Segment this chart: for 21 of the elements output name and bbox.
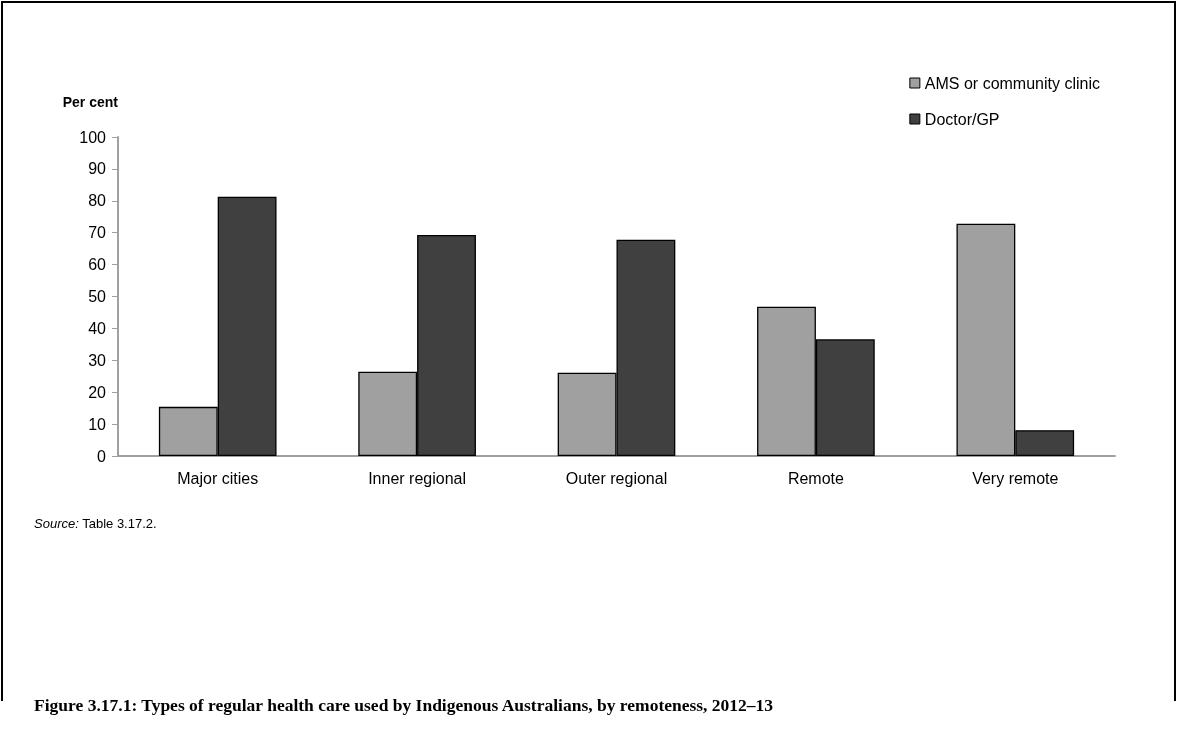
legend-label: Doctor/GP xyxy=(924,110,1000,128)
y-tick-label: 10 xyxy=(88,415,107,433)
x-tick-label: Remote xyxy=(787,469,845,487)
y-tick-label: 90 xyxy=(88,160,107,178)
y-axis-title: Per cent xyxy=(62,94,119,110)
y-tick-label: 80 xyxy=(88,192,107,210)
x-tick-label: Major cities xyxy=(177,469,259,487)
y-tick-label: 0 xyxy=(97,447,107,465)
y-tick-label: 20 xyxy=(88,383,107,401)
x-tick-label: Very remote xyxy=(972,469,1059,487)
y-tick-label: 70 xyxy=(88,224,107,242)
y-tick-label: 50 xyxy=(88,288,107,305)
legend-label: AMS or community clinic xyxy=(924,74,1101,92)
text: Figure 3.17.1: Types of regular health care used by Indigenous Australians, by remoteness, 2012–13 xyxy=(34,694,775,717)
x-tick-label: Inner regional xyxy=(368,469,467,487)
y-tick-label: 30 xyxy=(88,351,107,369)
y-tick-label: 60 xyxy=(88,256,107,274)
y-tick-label: 100 xyxy=(79,128,107,146)
x-tick-label: Outer regional xyxy=(565,469,668,487)
source-note: Source: Table 3.17.2. xyxy=(34,516,157,531)
y-tick-label: 40 xyxy=(88,319,107,337)
